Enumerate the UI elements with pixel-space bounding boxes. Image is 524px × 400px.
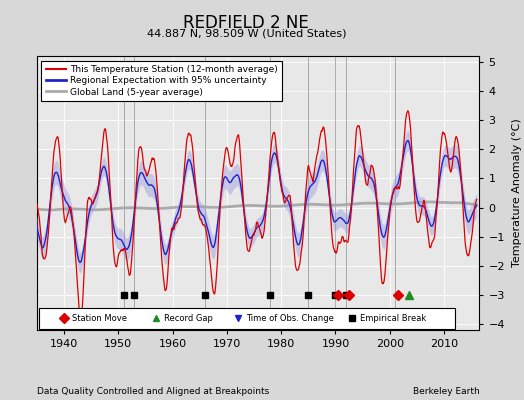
Text: Record Gap: Record Gap [165,314,213,323]
Bar [39,308,455,328]
Y-axis label: Temperature Anomaly (°C): Temperature Anomaly (°C) [512,119,522,267]
Text: Empirical Break: Empirical Break [360,314,426,323]
Legend: This Temperature Station (12-month average), Regional Expectation with 95% uncer: This Temperature Station (12-month avera… [41,60,282,101]
Text: 44.887 N, 98.509 W (United States): 44.887 N, 98.509 W (United States) [147,28,346,38]
Text: Data Quality Controlled and Aligned at Breakpoints: Data Quality Controlled and Aligned at B… [37,387,269,396]
Text: Time of Obs. Change: Time of Obs. Change [246,314,334,323]
Text: Station Move: Station Move [72,314,127,323]
Text: Berkeley Earth: Berkeley Earth [413,387,479,396]
Text: REDFIELD 2 NE: REDFIELD 2 NE [183,14,309,32]
